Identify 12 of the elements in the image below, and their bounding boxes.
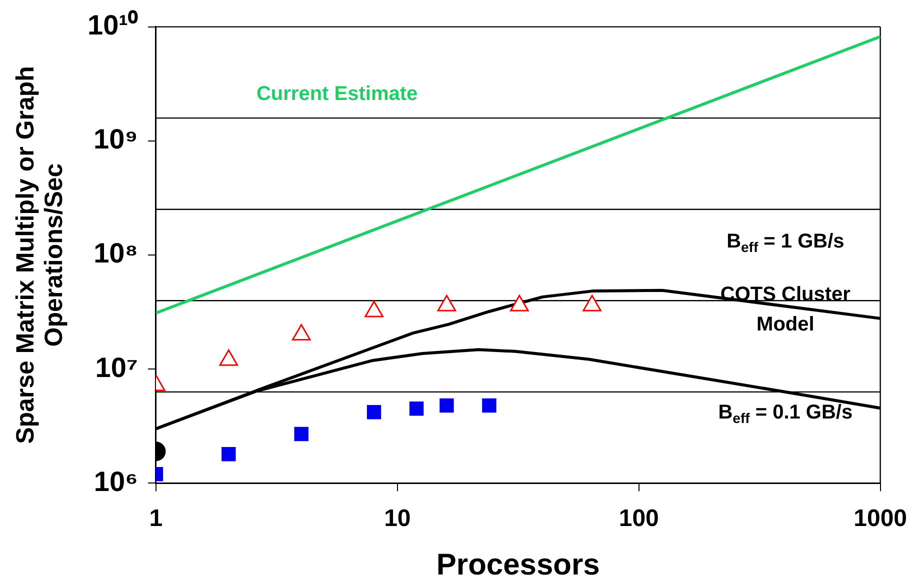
y-tick-label: 10¹⁰ [88, 10, 138, 41]
text: Current Estimate [256, 82, 418, 105]
y-tick-label: 10⁶ [94, 466, 138, 497]
y-tick-label: 10⁸ [94, 238, 138, 269]
y-tick-label: 10⁹ [94, 124, 138, 155]
x-axis-title: Processors [436, 548, 600, 582]
y-tick-label: 10⁷ [95, 352, 138, 383]
x-tick-label: 100 [618, 505, 659, 532]
x-tick-label: 10 [384, 505, 411, 532]
y-axis-title: Sparse Matrix Multiply or Graph Operations/Sec [11, 66, 68, 444]
x-tick-label: 1000 [854, 505, 907, 532]
x-tick-label: 1 [149, 505, 163, 532]
